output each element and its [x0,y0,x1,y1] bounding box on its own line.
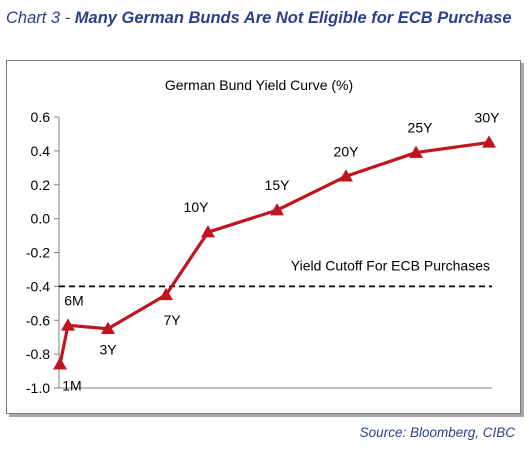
series-line [58,140,490,365]
data-point-label: 20Y [334,143,360,159]
chart-number: Chart 3 - [6,9,75,27]
data-point-marker [159,287,173,301]
data-point-label: 6M [64,292,83,308]
data-point-label: 30Y [475,109,501,125]
data-point-label: 1M [62,377,81,393]
data-point-marker [482,135,496,148]
source-note: Source: Bloomberg, CIBC [359,425,515,440]
y-tick-label: -0.8 [26,346,50,362]
data-point-label: 10Y [184,199,210,215]
y-tick-label: -1.0 [26,380,50,396]
yield-curve-chart: German Bund Yield Curve (%) 0.6 0.4 0.2 0.0… [26,77,501,396]
data-point-label: 7Y [163,312,181,328]
chart-heading-title: Many German Bunds Are Not Eligible for E… [74,9,512,27]
chart-title: German Bund Yield Curve (%) [165,77,353,93]
data-point-marker [201,225,215,238]
data-point-marker [339,169,353,182]
data-point-marker [409,145,423,158]
data-point-label: 15Y [265,177,291,193]
data-point-marker [61,318,75,331]
data-point-marker [101,321,115,334]
data-point-label: 25Y [408,120,434,136]
y-tick-label: -0.4 [26,278,50,294]
chart-frame: German Bund Yield Curve (%) 0.6 0.4 0.2 0.0… [6,60,521,414]
data-point-marker [270,203,284,216]
y-tick-label: 0.0 [31,211,51,227]
y-tick-label: 0.6 [31,109,51,125]
y-tick-label: 0.2 [31,177,51,193]
y-tick-label: 0.4 [31,143,51,159]
y-tick-label: -0.2 [26,245,50,261]
y-tick-label: -0.6 [26,312,50,328]
reference-line-label: Yield Cutoff For ECB Purchases [291,257,490,273]
chart-heading: Chart 3 - Many German Bunds Are Not Elig… [6,8,522,29]
data-point-marker [53,357,67,370]
data-point-label: 3Y [99,342,117,358]
